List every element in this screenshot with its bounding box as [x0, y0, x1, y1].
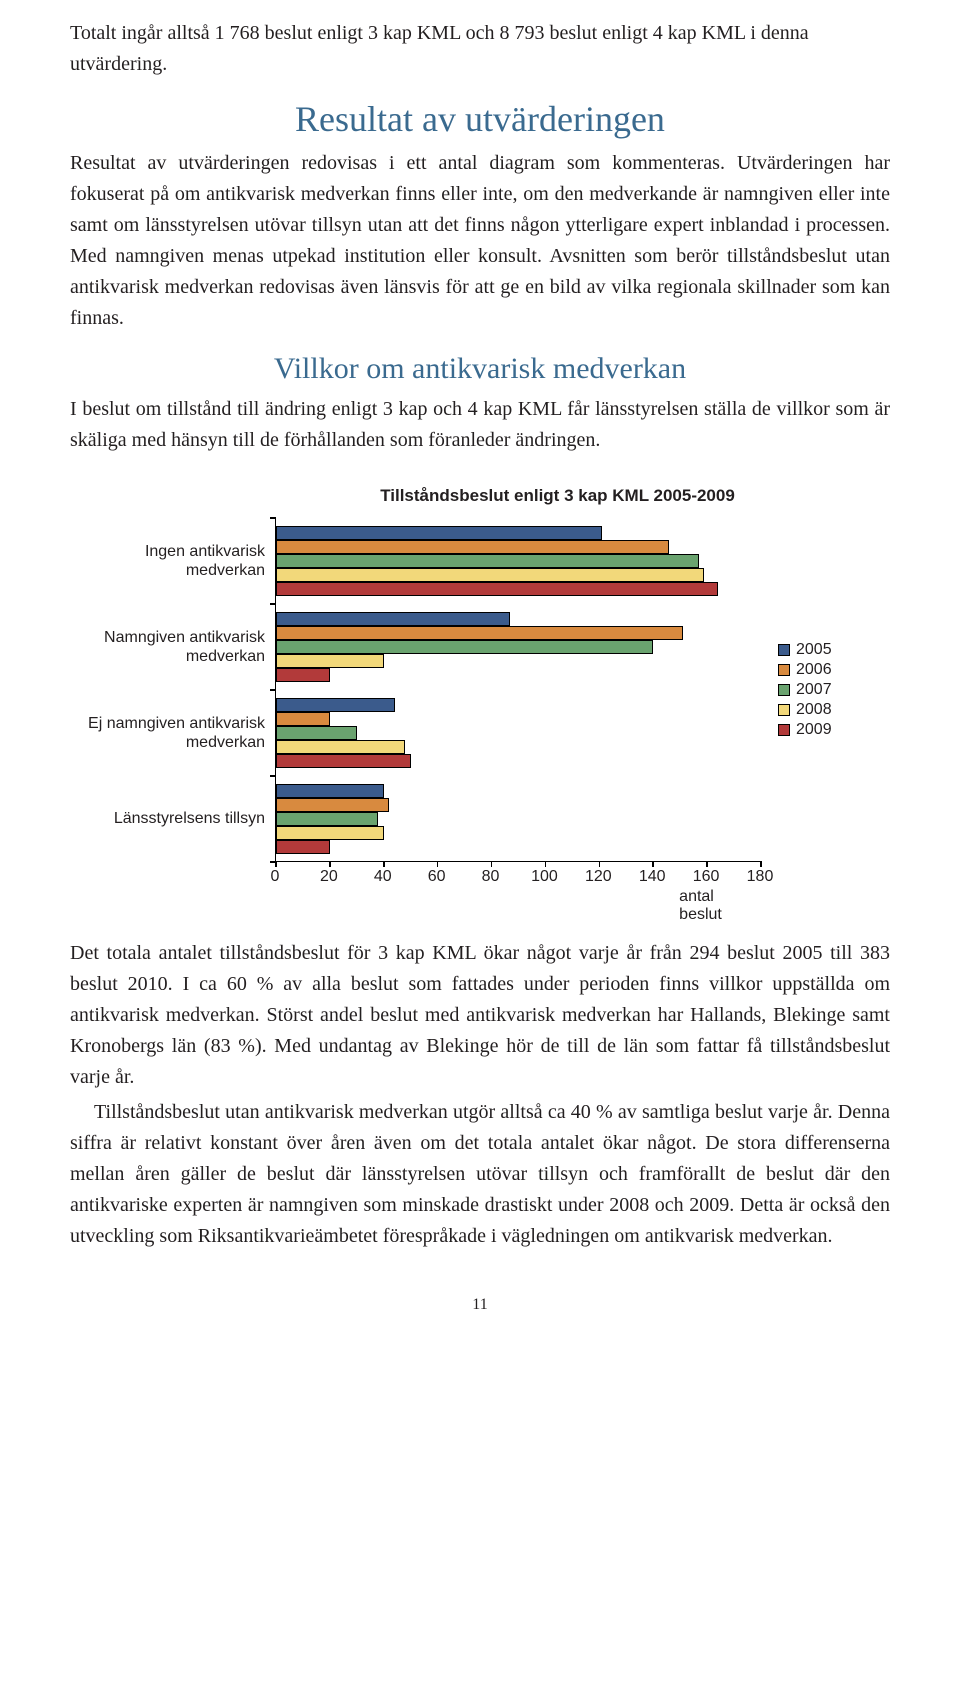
chart-bar [276, 568, 704, 582]
legend-item: 2009 [778, 721, 873, 739]
chart-bar [276, 626, 683, 640]
chart-x-tick-label: 60 [428, 868, 446, 886]
legend-item: 2005 [778, 641, 873, 659]
chart-bar [276, 612, 510, 626]
page-number: 11 [70, 1296, 890, 1314]
chart-x-tick-label: 140 [639, 868, 666, 886]
legend-swatch [778, 724, 790, 736]
legend-label: 2005 [796, 641, 832, 659]
chart-x-axis-title: antal beslut [679, 888, 733, 924]
chart-bar [276, 654, 384, 668]
chart-x-tick-label: 20 [320, 868, 338, 886]
legend-label: 2006 [796, 661, 832, 679]
chart-bar [276, 698, 395, 712]
bar-chart: Tillståndsbeslut enligt 3 kap KML 2005-2… [70, 486, 890, 908]
legend-item: 2006 [778, 661, 873, 679]
chart-x-tick-label: 0 [271, 868, 280, 886]
subsection-heading: Villkor om antikvarisk medverkan [70, 352, 890, 386]
chart-bar [276, 582, 718, 596]
chart-category-label: Ej namngiven antikvarisk medverkan [70, 690, 265, 776]
chart-bar [276, 826, 384, 840]
chart-bar [276, 712, 330, 726]
chart-category-label: Länsstyrelsens tillsyn [70, 776, 265, 862]
chart-bar [276, 798, 389, 812]
chart-category-label: Namngiven antikvarisk medverkan [70, 604, 265, 690]
legend-item: 2007 [778, 681, 873, 699]
chart-bar [276, 754, 411, 768]
legend-swatch [778, 644, 790, 656]
chart-x-tick-label: 80 [482, 868, 500, 886]
chart-bar [276, 554, 699, 568]
body-paragraph-2: I beslut om tillstånd till ändring enlig… [70, 394, 890, 456]
chart-bar [276, 526, 602, 540]
chart-bar [276, 812, 378, 826]
chart-plot-area [275, 518, 760, 862]
chart-y-labels: Ingen antikvarisk medverkanNamngiven ant… [70, 518, 275, 862]
body-paragraph-4: Tillståndsbeslut utan antikvarisk medver… [70, 1097, 890, 1252]
legend-label: 2007 [796, 681, 832, 699]
intro-paragraph: Totalt ingår alltså 1 768 beslut enligt … [70, 18, 890, 80]
body-paragraph-1: Resultat av utvärderingen redovisas i et… [70, 148, 890, 334]
legend-swatch [778, 704, 790, 716]
chart-bar [276, 840, 330, 854]
chart-bar [276, 540, 669, 554]
chart-bar [276, 640, 653, 654]
body-paragraph-3: Det totala antalet tillståndsbeslut för … [70, 938, 890, 1093]
chart-bar [276, 784, 384, 798]
chart-x-tick-label: 40 [374, 868, 392, 886]
chart-legend: 2005 2006 2007 2008 2009 [778, 639, 873, 741]
chart-bar [276, 726, 357, 740]
legend-label: 2009 [796, 721, 832, 739]
chart-category-label: Ingen antikvarisk medverkan [70, 518, 265, 604]
chart-x-labels: 020406080100120140160180antal beslut [275, 862, 760, 908]
legend-label: 2008 [796, 701, 832, 719]
chart-title: Tillståndsbeslut enligt 3 kap KML 2005-2… [225, 486, 890, 506]
legend-swatch [778, 664, 790, 676]
chart-bar [276, 740, 405, 754]
chart-x-tick-label: 160 [693, 868, 720, 886]
chart-x-tick-label: 180 [747, 868, 774, 886]
chart-bar [276, 668, 330, 682]
legend-item: 2008 [778, 701, 873, 719]
section-heading: Resultat av utvärderingen [70, 98, 890, 140]
chart-x-tick-label: 100 [531, 868, 558, 886]
legend-swatch [778, 684, 790, 696]
chart-x-tick-label: 120 [585, 868, 612, 886]
